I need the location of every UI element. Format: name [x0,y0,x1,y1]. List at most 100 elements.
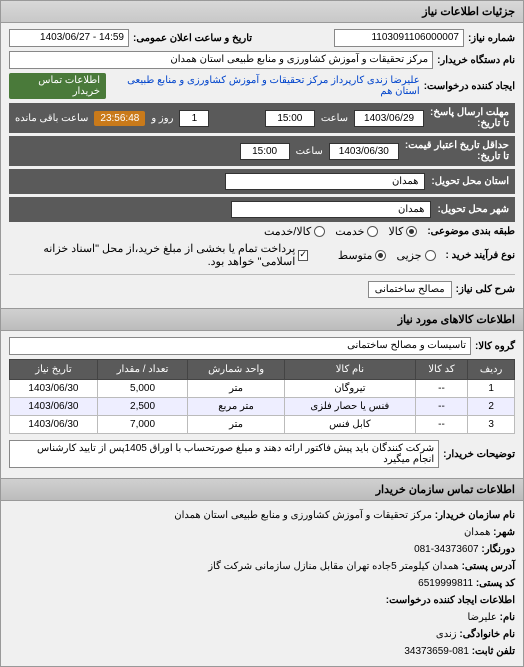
day-label: روز و [151,113,173,124]
subject-classification-row: طبقه بندی موضوعی: کالا خدمت کالا/خدمت [9,225,515,238]
requester-section-label: اطلاعات ایجاد کننده درخواست: [386,595,515,606]
radio-kala-khadamat-dot [314,226,325,237]
table-row: 2--فنس یا حصار فلزیمتر مربع2,5001403/06/… [10,398,515,416]
table-cell: متر [188,416,285,434]
radio-khadamat[interactable]: خدمت [335,225,378,238]
table-cell: -- [415,416,468,434]
purchase-type-label: نوع فرآیند خرید : [446,250,515,261]
contact-city: همدان [464,527,490,538]
delivery-city: همدان [231,201,431,218]
radio-medium-dot [375,250,386,261]
contact-link-badge[interactable]: اطلاعات تماس خریدار [9,73,106,99]
remaining-label: ساعت باقی مانده [15,113,88,124]
table-cell: 2 [468,398,515,416]
table-cell: 1 [468,380,515,398]
contact-name: علیرضا [468,612,497,623]
table-cell: فنس یا حصار فلزی [284,398,415,416]
table-cell: 3 [468,416,515,434]
price-time: 15:00 [240,143,290,160]
delivery-province-row: استان محل تحویل: همدان [9,169,515,194]
radio-small-dot [425,250,436,261]
table-cell: 1403/06/30 [10,416,98,434]
radio-khadamat-dot [367,226,378,237]
panel-title: جزئیات اطلاعات نیاز [1,1,523,23]
table-row: 1--تیروگانمتر5,0001403/06/30 [10,380,515,398]
table-cell: -- [415,380,468,398]
time-label-1: ساعت [321,113,348,124]
contact-phone: 081-34373659 [404,646,469,657]
days-remaining: 1 [179,110,209,127]
table-cell: کابل فنس [284,416,415,434]
need-number-label: شماره نیاز: [468,33,515,44]
contact-family: زندی [436,629,457,640]
contact-name-label: نام: [500,612,515,623]
reply-time: 15:00 [265,110,315,127]
goods-table: ردیف کد کالا نام کالا واحد شمارش تعداد /… [9,359,515,434]
price-validity-row: حداقل تاریخ اعتبار قیمت:تا تاریخ: 1403/0… [9,136,515,166]
table-cell: -- [415,398,468,416]
contact-postal: 6519999811 [418,578,473,589]
contact-phone-label: تلفن ثابت: [472,646,515,657]
radio-medium[interactable]: متوسط [338,249,387,262]
contact-info-block: نام سازمان خریدار: مرکز تحقیقات و آموزش … [1,501,523,666]
buyer-org-field: مرکز تحقیقات و آموزش کشاورزی و منابع طبی… [9,51,433,69]
price-date: 1403/06/30 [329,143,399,160]
group-label: گروه کالا: [475,341,515,352]
table-cell: متر [188,380,285,398]
table-cell: متر مربع [188,398,285,416]
radio-kala-khadamat[interactable]: کالا/خدمت [264,225,325,238]
contact-org-label: نام سازمان خریدار: [435,510,515,521]
table-cell: تیروگان [284,380,415,398]
need-title-box: مصالح ساختمانی [368,281,452,298]
subject-class-label: طبقه بندی موضوعی: [427,226,515,237]
contact-org: مرکز تحقیقات و آموزش کشاورزی و منابع طبی… [174,510,432,521]
reply-deadline-row: مهلت ارسال پاسخ:تا تاریخ: 1403/06/29 ساع… [9,103,515,133]
goods-section-title: اطلاعات کالاهای مورد نیاز [1,308,523,331]
checkbox-payment-box [298,250,308,261]
reply-date: 1403/06/29 [354,110,424,127]
contact-family-label: نام خانوادگی: [459,629,515,640]
th-date: تاریخ نیاز [10,360,98,380]
contact-fax: 34373607-081 [414,544,479,555]
radio-kala-dot [406,226,417,237]
th-unit: واحد شمارش [188,360,285,380]
need-title-label: شرح کلی نیاز: [456,284,515,295]
contact-section-title: اطلاعات تماس سازمان خریدار [1,478,523,501]
contact-addr: همدان کیلومتر 5جاده تهران مقابل منازل سا… [208,561,459,572]
table-row: 3--کابل فنسمتر7,0001403/06/30 [10,416,515,434]
purchase-type-row: نوع فرآیند خرید : جزیی متوسط پرداخت تمام… [9,242,515,268]
th-name: نام کالا [284,360,415,380]
need-details-panel: جزئیات اطلاعات نیاز شماره نیاز: 11030911… [0,0,524,667]
th-row: ردیف [468,360,515,380]
table-cell: 1403/06/30 [10,398,98,416]
contact-postal-label: کد پستی: [476,578,515,589]
countdown-timer: 23:56:48 [94,111,145,126]
group-field: تاسیسات و مصالح ساختمانی [9,337,471,355]
buyer-org-label: نام دستگاه خریدار: [437,55,515,66]
creator-label: ایجاد کننده درخواست: [424,81,515,92]
th-code: کد کالا [415,360,468,380]
contact-fax-label: دورنگار: [481,544,515,555]
creator-name[interactable]: علیرضا زندی کارپرداز مرکز تحقیقات و آموز… [110,75,420,97]
delivery-province-label: استان محل تحویل: [431,176,509,187]
table-cell: 1403/06/30 [10,380,98,398]
buyer-notes-label: توضیحات خریدار: [443,449,515,460]
header-form: شماره نیاز: 1103091106000007 تاریخ و ساع… [1,23,523,308]
time-label-2: ساعت [296,146,323,157]
table-cell: 2,500 [97,398,187,416]
announce-label: تاریخ و ساعت اعلان عمومی: [133,33,252,44]
contact-city-label: شهر: [493,527,515,538]
reply-deadline-label: مهلت ارسال پاسخ:تا تاریخ: [430,107,509,129]
delivery-province: همدان [225,173,425,190]
announce-field: 14:59 - 1403/06/27 [9,29,129,47]
table-cell: 7,000 [97,416,187,434]
radio-small[interactable]: جزیی [396,249,435,262]
delivery-city-row: شهر محل تحویل: همدان [9,197,515,222]
need-number-field: 1103091106000007 [334,29,464,47]
radio-kala[interactable]: کالا [388,225,417,238]
delivery-city-label: شهر محل تحویل: [437,204,509,215]
th-qty: تعداد / مقدار [97,360,187,380]
checkbox-payment[interactable]: پرداخت تمام یا بخشی از مبلغ خرید،از محل … [9,242,308,268]
contact-addr-label: آدرس پستی: [462,561,515,572]
table-cell: 5,000 [97,380,187,398]
